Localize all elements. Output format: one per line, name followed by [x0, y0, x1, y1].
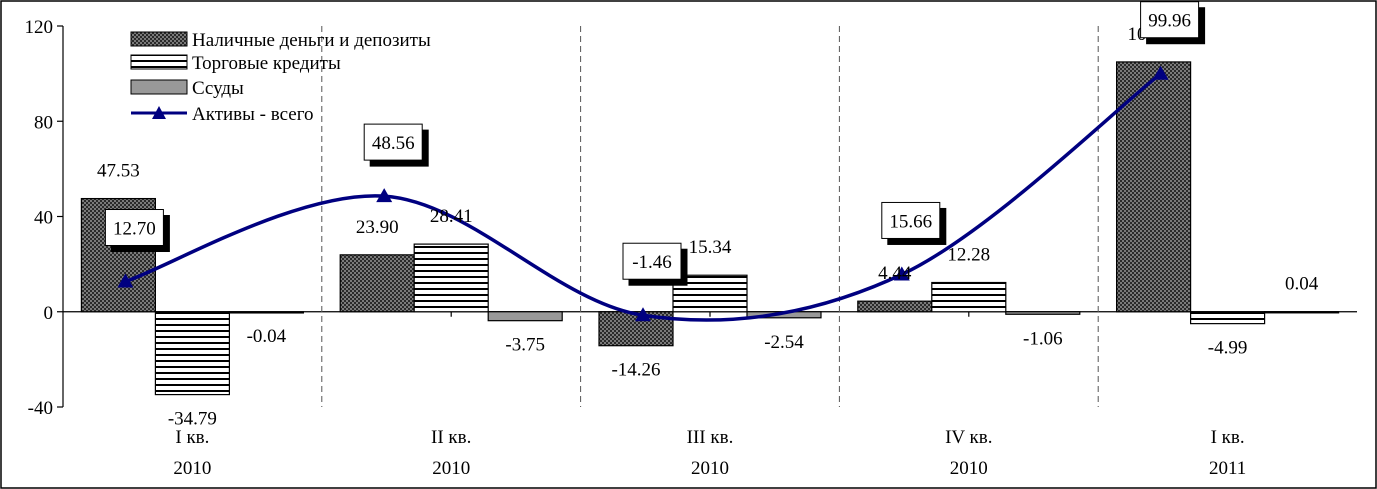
bar-cash-label: -14.26	[611, 360, 660, 381]
category-year-label: 2010	[950, 458, 988, 479]
bar-loans-label: -2.54	[764, 332, 804, 353]
category-year-label: 2010	[432, 458, 470, 479]
y-tick-label: -40	[28, 398, 53, 419]
bar-trade-credit	[154, 311, 230, 396]
category-dividers	[321, 26, 1099, 407]
assets-point	[376, 188, 393, 203]
legend-label-assets: Активы - всего	[192, 104, 314, 125]
assets-callout: 99.96	[1140, 1, 1200, 39]
legend-swatch-cash	[130, 31, 188, 47]
bar-trade-credit-label: 12.28	[947, 245, 990, 266]
category-quarter-label: III кв.	[687, 427, 734, 448]
legend-swatch-loans	[130, 79, 188, 95]
bar-loans	[1005, 311, 1081, 315]
assets-callout-label: 48.56	[372, 133, 415, 154]
bar-cash	[339, 254, 415, 313]
bar-loans-label: -0.04	[247, 326, 287, 347]
bar-cash-label: 47.53	[97, 161, 140, 182]
y-tick-label: 0	[44, 303, 54, 324]
bar-loans	[228, 311, 304, 314]
y-tick-label: 40	[34, 208, 53, 229]
category-year-label: 2011	[1209, 458, 1246, 479]
bar-loans	[487, 311, 563, 322]
y-tick-label: 80	[34, 112, 53, 133]
assets-callout: -1.46	[622, 242, 682, 280]
assets-callout: 48.56	[363, 123, 423, 161]
bar-trade-credit-label: 15.34	[689, 237, 732, 258]
legend: Наличные деньги и депозиты Торговые кред…	[130, 30, 431, 125]
assets-point	[635, 307, 651, 322]
assets-callout-label: -1.46	[632, 252, 672, 273]
legend-label-cash: Наличные деньги и депозиты	[192, 30, 431, 51]
bar-trade-credit-label: -34.79	[168, 409, 217, 430]
data-labels: 47.53 -34.79 -0.04 23.90 28.41 -3.75 -14.26 15.…	[97, 1, 1319, 430]
assets-callout-box	[622, 242, 682, 280]
assets-callout-box	[881, 201, 941, 239]
bar-trade-credit-label: -4.99	[1208, 338, 1248, 359]
assets-callout-label: 15.66	[889, 211, 932, 232]
bar-loans-label: -3.75	[505, 335, 545, 356]
bar-trade-credit-label: 28.41	[430, 206, 473, 227]
assets-point	[893, 266, 910, 281]
category-quarter-label: IV кв.	[945, 427, 992, 448]
assets-callout: 15.66	[881, 201, 941, 239]
bar-cash	[1115, 61, 1192, 313]
category-labels: I кв. 2010 II кв. 2010 III кв. 2010 IV кв. 2010…	[173, 427, 1246, 479]
bar-trade-credit	[672, 274, 748, 313]
assets-callout-box	[104, 209, 164, 247]
bar-trade-credit	[1189, 311, 1266, 325]
assets-callout-label: 12.70	[113, 219, 156, 240]
legend-marker-assets	[152, 106, 166, 119]
assets-point	[1152, 65, 1169, 80]
y-tick-label: 120	[25, 17, 54, 38]
assets-callout-box	[1140, 1, 1200, 39]
assets-callout: 12.70	[104, 209, 164, 247]
category-quarter-label: I кв.	[1211, 427, 1245, 448]
bar-loans-label: 0.04	[1285, 274, 1319, 295]
bar-cash-label: 23.90	[356, 217, 399, 238]
bar-cash-label: 4.44	[878, 263, 912, 284]
assets-callout-label: 99.96	[1148, 11, 1191, 32]
bars	[80, 61, 1340, 396]
bar-trade-credit	[931, 281, 1007, 313]
bar-trade-credit	[413, 243, 489, 313]
bar-loans-label: -1.06	[1023, 328, 1063, 349]
category-quarter-label: II кв.	[431, 427, 471, 448]
bar-cash	[598, 311, 674, 347]
legend-label-loans: Ссуды	[192, 78, 244, 99]
bar-cash	[857, 300, 933, 313]
assets-callout-box	[363, 123, 423, 161]
category-year-label: 2010	[173, 458, 211, 479]
legend-swatch-trade-credit	[130, 54, 188, 70]
category-quarter-label: I кв.	[175, 427, 209, 448]
legend-label-trade-credit: Торговые кредиты	[192, 53, 341, 74]
bar-loans	[1263, 311, 1340, 314]
assets-line	[117, 65, 1169, 322]
category-year-label: 2010	[691, 458, 729, 479]
assets-point	[117, 273, 134, 288]
